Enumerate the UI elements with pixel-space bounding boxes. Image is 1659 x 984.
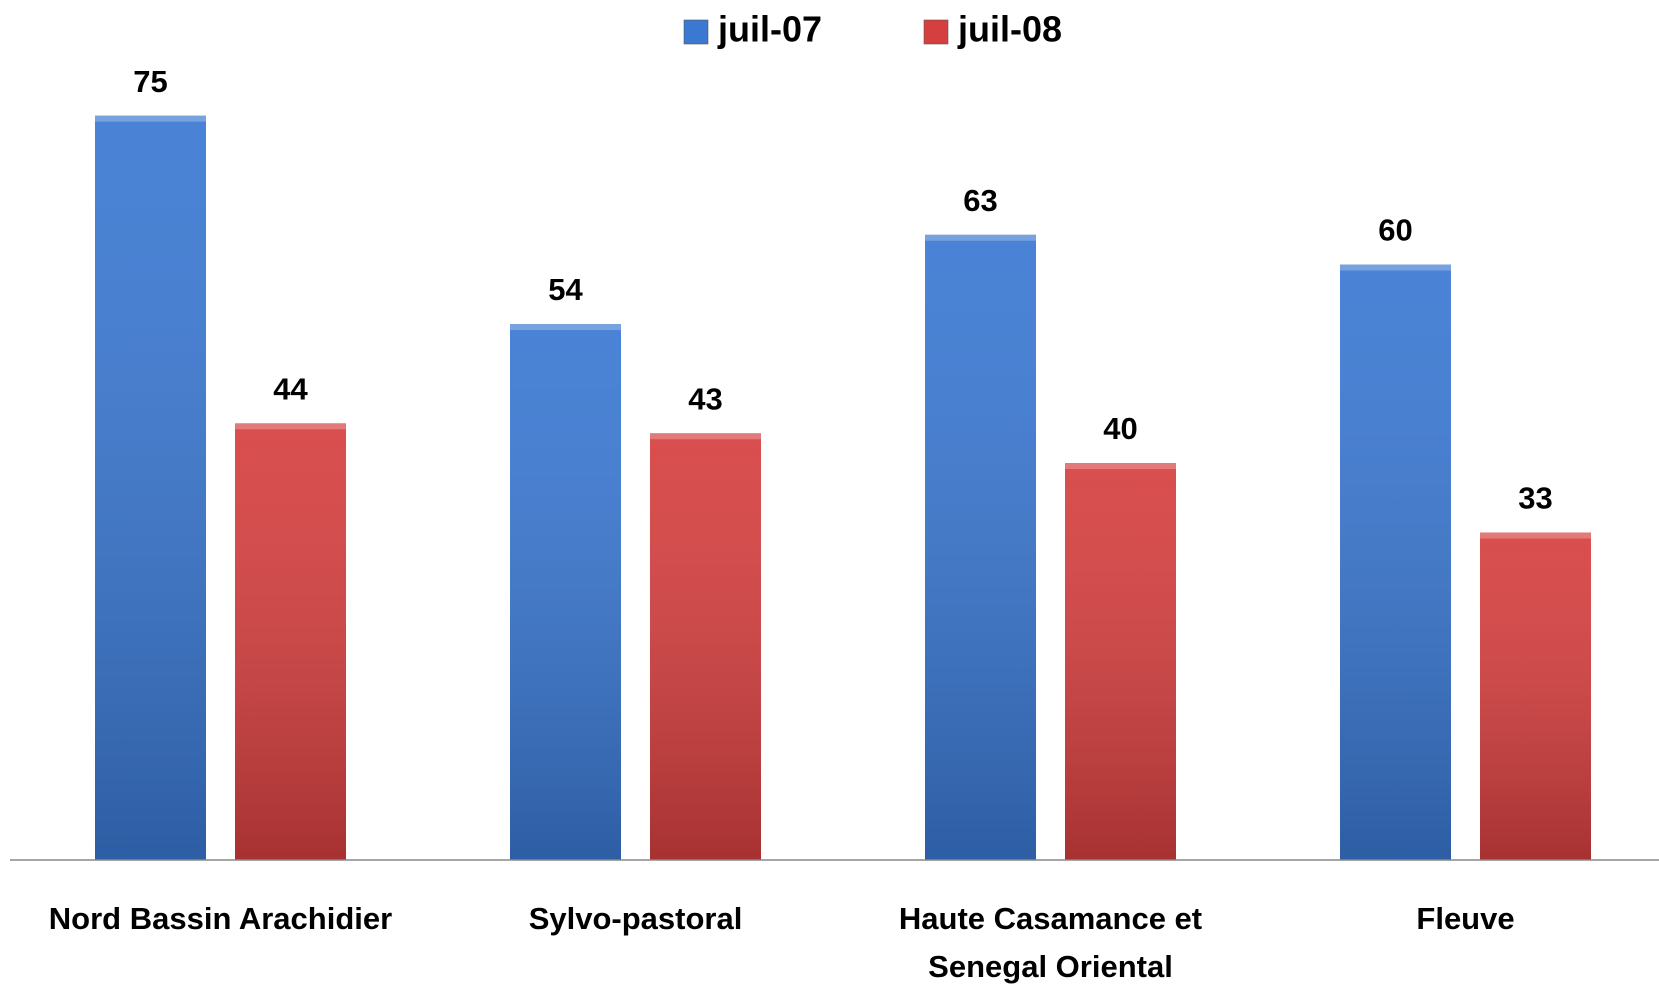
bar-bevel xyxy=(1065,463,1176,469)
bar-shade xyxy=(1340,264,1451,860)
bar-shade xyxy=(95,115,206,860)
legend-swatch xyxy=(683,19,709,45)
data-label: 63 xyxy=(963,183,997,218)
x-tick-label: Sylvo-pastoral xyxy=(528,901,743,936)
x-tick-label: Haute Casamance et Senegal Oriental xyxy=(898,901,1203,984)
data-label: 44 xyxy=(273,371,308,406)
x-tick-label: Fleuve xyxy=(1416,901,1515,936)
bar-shade xyxy=(1480,532,1591,860)
legend-label: juil-08 xyxy=(957,9,1062,50)
data-label: 40 xyxy=(1103,411,1137,446)
data-label: 60 xyxy=(1378,213,1412,248)
data-label: 54 xyxy=(548,272,583,307)
bar-shade xyxy=(235,423,346,860)
x-tick-label: Nord Bassin Arachidier xyxy=(48,901,393,936)
bar-bevel xyxy=(1340,264,1451,271)
bar-shade xyxy=(510,324,621,860)
bar-shade xyxy=(1065,463,1176,860)
data-label: 33 xyxy=(1518,481,1552,516)
bar-bevel xyxy=(235,423,346,430)
legend-label: juil-07 xyxy=(717,9,822,50)
data-label: 75 xyxy=(133,64,167,99)
legend-swatch xyxy=(923,19,949,45)
bar-bevel xyxy=(510,324,621,331)
bar-bevel xyxy=(650,433,761,440)
data-label: 43 xyxy=(688,381,722,416)
bar-bevel xyxy=(1480,532,1591,539)
bar-shade xyxy=(925,234,1036,861)
bar-bevel xyxy=(925,234,1036,241)
bar-bevel xyxy=(95,115,206,122)
bar-shade xyxy=(650,433,761,860)
